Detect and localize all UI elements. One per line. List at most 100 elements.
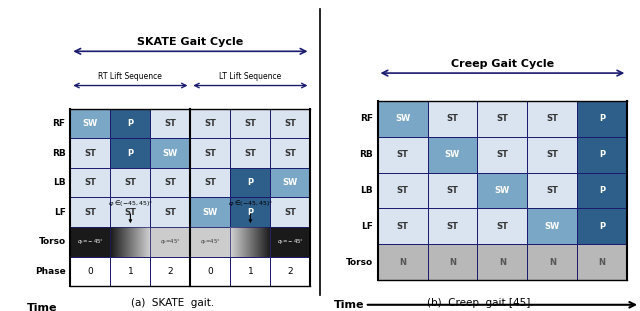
Bar bbox=[133, 227, 134, 257]
Text: LF: LF bbox=[361, 222, 372, 231]
Bar bbox=[120, 227, 122, 257]
Bar bbox=[150, 109, 191, 138]
Text: SW: SW bbox=[395, 114, 410, 123]
Bar bbox=[477, 244, 527, 280]
Text: SW: SW bbox=[203, 208, 218, 217]
Text: ST: ST bbox=[284, 119, 296, 128]
Bar bbox=[266, 227, 268, 257]
Bar bbox=[230, 227, 270, 257]
Text: ST: ST bbox=[204, 119, 216, 128]
Bar bbox=[191, 109, 230, 138]
Bar bbox=[428, 173, 477, 208]
Bar bbox=[149, 227, 150, 257]
Text: SW: SW bbox=[163, 149, 178, 158]
Bar bbox=[527, 208, 577, 244]
Bar bbox=[270, 227, 310, 257]
Text: P: P bbox=[599, 222, 605, 231]
Text: SW: SW bbox=[445, 150, 460, 159]
Text: ST: ST bbox=[547, 150, 558, 159]
Text: 2: 2 bbox=[168, 267, 173, 276]
Text: ST: ST bbox=[397, 186, 408, 195]
Bar bbox=[248, 227, 250, 257]
Text: ST: ST bbox=[397, 150, 408, 159]
Bar bbox=[237, 227, 238, 257]
Text: RB: RB bbox=[52, 149, 66, 158]
Bar bbox=[577, 101, 627, 137]
Bar bbox=[232, 227, 234, 257]
Bar bbox=[150, 257, 191, 286]
Bar bbox=[236, 227, 237, 257]
Text: 0: 0 bbox=[88, 267, 93, 276]
Bar bbox=[70, 168, 111, 197]
Bar bbox=[70, 138, 111, 168]
Bar bbox=[577, 137, 627, 173]
Bar bbox=[527, 173, 577, 208]
Bar bbox=[70, 227, 111, 257]
Bar bbox=[234, 227, 236, 257]
Text: SW: SW bbox=[283, 178, 298, 187]
Text: ST: ST bbox=[397, 222, 408, 231]
Bar bbox=[230, 197, 270, 227]
Bar bbox=[125, 227, 127, 257]
Text: N: N bbox=[449, 258, 456, 267]
Text: Torso: Torso bbox=[346, 258, 372, 267]
Text: ST: ST bbox=[244, 119, 257, 128]
Bar bbox=[150, 197, 191, 227]
Bar bbox=[246, 227, 248, 257]
Text: ST: ST bbox=[164, 178, 177, 187]
Bar bbox=[270, 257, 310, 286]
Bar bbox=[477, 101, 527, 137]
Bar bbox=[191, 227, 230, 257]
Text: Time: Time bbox=[334, 300, 365, 310]
Bar bbox=[129, 227, 131, 257]
Text: SW: SW bbox=[545, 222, 560, 231]
Bar bbox=[111, 227, 113, 257]
Bar bbox=[260, 227, 261, 257]
Bar bbox=[138, 227, 140, 257]
Bar bbox=[143, 227, 145, 257]
Bar bbox=[147, 227, 148, 257]
Bar bbox=[230, 227, 232, 257]
Text: RF: RF bbox=[360, 114, 372, 123]
Bar bbox=[127, 227, 129, 257]
Text: N: N bbox=[549, 258, 556, 267]
Bar bbox=[243, 227, 244, 257]
Text: $q_t\!\in\!(-45,45)°$: $q_t\!\in\!(-45,45)°$ bbox=[228, 198, 273, 222]
Bar bbox=[527, 101, 577, 137]
Bar bbox=[577, 244, 627, 280]
Text: $q_t\!=\!-45°$: $q_t\!=\!-45°$ bbox=[77, 237, 104, 246]
Text: LB: LB bbox=[53, 178, 66, 187]
Bar bbox=[255, 227, 257, 257]
Bar bbox=[270, 168, 310, 197]
Text: Time: Time bbox=[27, 303, 58, 311]
Text: P: P bbox=[599, 114, 605, 123]
Bar bbox=[136, 227, 138, 257]
Text: SKATE Gait Cycle: SKATE Gait Cycle bbox=[137, 37, 244, 47]
Bar bbox=[428, 101, 477, 137]
Text: 1: 1 bbox=[248, 267, 253, 276]
Text: P: P bbox=[127, 149, 134, 158]
Bar bbox=[115, 227, 116, 257]
Bar bbox=[110, 227, 150, 257]
Text: RT Lift Sequence: RT Lift Sequence bbox=[99, 72, 163, 81]
Bar bbox=[113, 227, 115, 257]
Bar bbox=[270, 109, 310, 138]
Text: ST: ST bbox=[497, 150, 508, 159]
Bar bbox=[428, 208, 477, 244]
Text: ST: ST bbox=[497, 114, 508, 123]
Bar bbox=[110, 257, 150, 286]
Bar bbox=[252, 227, 253, 257]
Bar bbox=[110, 168, 150, 197]
Text: ST: ST bbox=[447, 222, 458, 231]
Text: N: N bbox=[399, 258, 406, 267]
Text: P: P bbox=[247, 208, 253, 217]
Text: ST: ST bbox=[284, 149, 296, 158]
Bar bbox=[241, 227, 243, 257]
Bar bbox=[244, 227, 245, 257]
Text: Phase: Phase bbox=[35, 267, 66, 276]
Text: SW: SW bbox=[495, 186, 510, 195]
Bar bbox=[148, 227, 149, 257]
Bar bbox=[269, 227, 270, 257]
Text: LB: LB bbox=[360, 186, 372, 195]
Bar bbox=[191, 257, 230, 286]
